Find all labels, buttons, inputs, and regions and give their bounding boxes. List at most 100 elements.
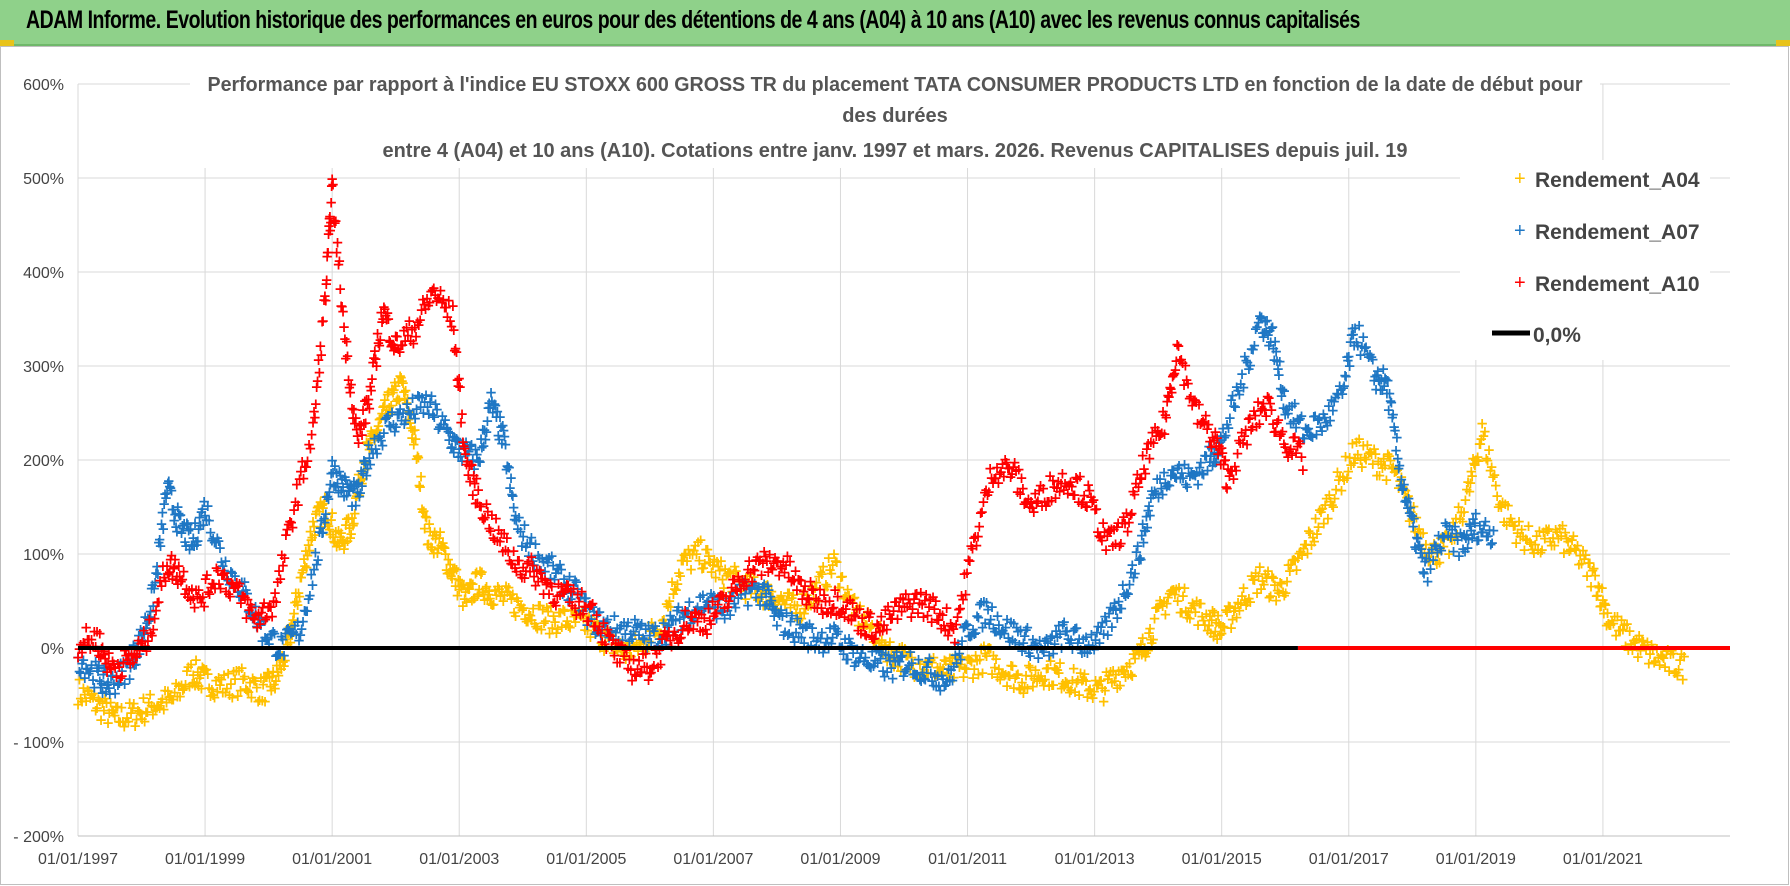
data-point: + bbox=[358, 453, 371, 471]
data-point: + bbox=[290, 584, 303, 602]
data-point: + bbox=[366, 424, 379, 442]
data-point: + bbox=[359, 461, 372, 479]
data-point: + bbox=[340, 510, 353, 528]
data-point: + bbox=[304, 523, 317, 541]
data-point: + bbox=[79, 685, 92, 703]
data-point: + bbox=[474, 562, 487, 580]
data-point: + bbox=[73, 670, 86, 688]
x-tick-label: 01/01/2019 bbox=[1436, 851, 1516, 868]
data-point: + bbox=[215, 671, 228, 689]
data-point: + bbox=[277, 653, 290, 671]
data-point: + bbox=[459, 583, 472, 601]
x-tick-label: 01/01/1999 bbox=[165, 851, 245, 868]
data-point: + bbox=[499, 435, 512, 453]
data-point: + bbox=[222, 665, 235, 683]
data-point: + bbox=[328, 533, 341, 551]
data-point: + bbox=[225, 675, 238, 693]
data-point: + bbox=[153, 593, 166, 611]
data-point: + bbox=[343, 519, 356, 537]
data-point: + bbox=[114, 713, 127, 731]
data-point: + bbox=[395, 369, 408, 387]
data-point: + bbox=[117, 713, 130, 731]
data-point: + bbox=[81, 681, 94, 699]
data-point: + bbox=[428, 545, 441, 563]
data-point: + bbox=[249, 672, 262, 690]
data-point: + bbox=[188, 674, 201, 692]
data-point: + bbox=[429, 530, 442, 548]
data-point: + bbox=[379, 404, 392, 422]
data-point: + bbox=[207, 686, 220, 704]
data-point: + bbox=[1158, 425, 1171, 443]
data-point: + bbox=[293, 587, 306, 605]
data-point: + bbox=[312, 551, 325, 569]
data-point: + bbox=[1160, 409, 1173, 427]
data-point: + bbox=[1408, 510, 1421, 528]
data-point: + bbox=[292, 584, 305, 602]
data-point: + bbox=[1166, 384, 1179, 402]
y-tick-label: 0% bbox=[41, 641, 64, 658]
data-point: + bbox=[153, 699, 166, 717]
data-point: + bbox=[475, 565, 488, 583]
data-point: + bbox=[485, 595, 498, 613]
data-point: + bbox=[240, 680, 253, 698]
data-point: + bbox=[80, 692, 93, 710]
data-point: + bbox=[130, 711, 143, 729]
data-point: + bbox=[1126, 667, 1139, 685]
data-point: + bbox=[318, 494, 331, 512]
data-point: + bbox=[211, 683, 224, 701]
data-point: + bbox=[426, 540, 439, 558]
data-point: + bbox=[314, 493, 327, 511]
data-point: + bbox=[171, 688, 184, 706]
data-point: + bbox=[144, 685, 157, 703]
x-tick-label: 01/01/1997 bbox=[38, 851, 118, 868]
data-point: + bbox=[147, 706, 160, 724]
data-point: + bbox=[133, 703, 146, 721]
data-point: + bbox=[438, 538, 451, 556]
data-point: + bbox=[149, 701, 162, 719]
data-point: + bbox=[440, 561, 453, 579]
data-point: + bbox=[327, 528, 340, 546]
data-point: + bbox=[954, 651, 967, 669]
data-point: + bbox=[480, 578, 493, 596]
data-point: + bbox=[387, 383, 400, 401]
data-point: + bbox=[196, 658, 209, 676]
data-point: + bbox=[383, 399, 396, 417]
data-point: + bbox=[463, 580, 476, 598]
data-point: + bbox=[403, 403, 416, 421]
data-point: + bbox=[107, 703, 120, 721]
y-tick-label: 100% bbox=[23, 547, 64, 564]
data-point: + bbox=[89, 702, 102, 720]
legend-marker-a04: + bbox=[1514, 168, 1526, 190]
data-point: + bbox=[191, 674, 204, 692]
data-point: + bbox=[206, 681, 219, 699]
data-point: + bbox=[381, 386, 394, 404]
data-point: + bbox=[469, 565, 482, 583]
data-point: + bbox=[185, 656, 198, 674]
y-tick-label: - 100% bbox=[13, 735, 64, 752]
data-point: + bbox=[413, 477, 426, 495]
data-point: + bbox=[386, 380, 399, 398]
data-point: + bbox=[237, 670, 250, 688]
data-point: + bbox=[309, 526, 322, 544]
data-point: + bbox=[103, 704, 116, 722]
data-point: + bbox=[344, 529, 357, 547]
data-point: + bbox=[355, 470, 368, 488]
data-point: + bbox=[337, 531, 350, 549]
legend-label-a04: Rendement_A04 bbox=[1535, 169, 1700, 192]
data-point: + bbox=[339, 534, 352, 552]
data-point: + bbox=[446, 570, 459, 588]
data-point: + bbox=[189, 676, 202, 694]
x-tick-label: 01/01/2009 bbox=[800, 851, 880, 868]
data-point: + bbox=[391, 390, 404, 408]
data-point: + bbox=[182, 658, 195, 676]
data-point: + bbox=[322, 517, 335, 535]
data-point: + bbox=[280, 630, 293, 648]
data-point: + bbox=[192, 663, 205, 681]
data-point: + bbox=[378, 397, 391, 415]
data-point: + bbox=[484, 590, 497, 608]
data-point: + bbox=[420, 508, 433, 526]
data-point: + bbox=[282, 624, 295, 642]
data-point: + bbox=[365, 422, 378, 440]
data-point: + bbox=[450, 560, 463, 578]
